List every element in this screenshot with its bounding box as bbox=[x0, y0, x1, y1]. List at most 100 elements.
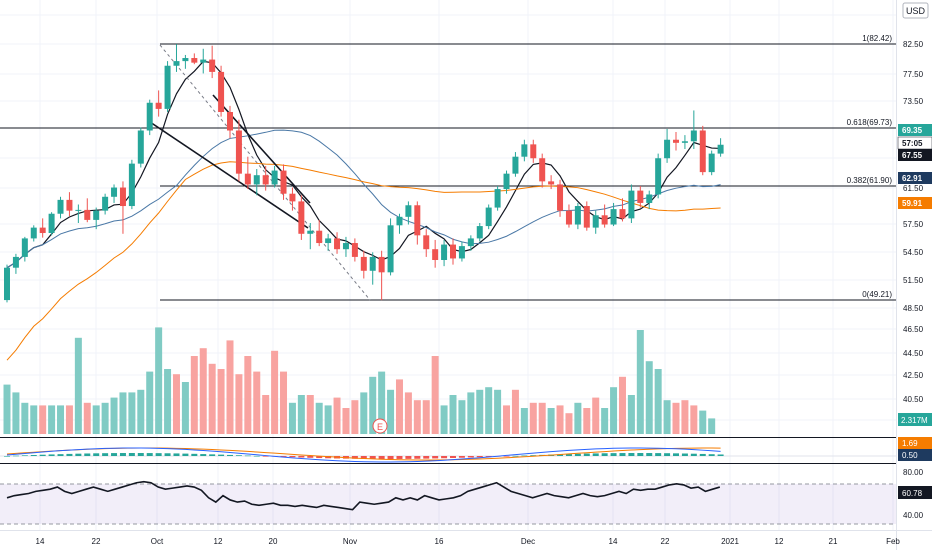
macd-histogram-bar bbox=[4, 456, 10, 457]
currency-button[interactable]: USD bbox=[902, 2, 929, 19]
macd-histogram-bar bbox=[574, 453, 581, 456]
candle-body bbox=[209, 59, 216, 72]
earnings-marker[interactable]: E bbox=[372, 418, 388, 434]
volume-bar bbox=[672, 402, 680, 434]
macd-histogram-bar bbox=[369, 456, 376, 459]
volume-bar bbox=[226, 340, 234, 434]
candle-body bbox=[84, 209, 91, 220]
trendline-upper[interactable] bbox=[212, 94, 311, 204]
macd-histogram-bar bbox=[289, 456, 296, 458]
grid bbox=[0, 0, 896, 530]
volume-bar bbox=[110, 397, 118, 434]
macd-badge-text: 1.69 bbox=[902, 439, 918, 448]
macd-histogram-bar bbox=[637, 453, 644, 456]
candle-body bbox=[21, 238, 28, 257]
candle-body bbox=[325, 238, 332, 244]
macd-histogram-bar bbox=[102, 453, 109, 456]
candle-body bbox=[182, 58, 189, 62]
fib-anchor-dashed[interactable] bbox=[159, 44, 371, 301]
macd-histogram-bar bbox=[119, 453, 126, 456]
candle-body bbox=[146, 102, 153, 131]
volume-bar bbox=[503, 405, 511, 434]
volume-bar bbox=[315, 402, 323, 434]
time-axis[interactable]: 14 22 Oct 12 20 Nov 16 Dec 14 22 2021 12 21 Feb bbox=[36, 537, 901, 546]
candle-body bbox=[628, 190, 635, 219]
macd-histogram-bar bbox=[530, 455, 537, 456]
trendline-lower[interactable] bbox=[149, 121, 309, 229]
volume-bar bbox=[601, 408, 609, 434]
ma-long-line bbox=[6, 161, 721, 361]
volume-bar bbox=[422, 400, 430, 434]
fib-level-label: 0(49.21) bbox=[862, 290, 892, 299]
candle-body bbox=[717, 144, 724, 154]
macd-histogram-bar bbox=[717, 454, 724, 456]
volume-bar bbox=[262, 395, 270, 434]
macd-histogram-bar bbox=[619, 453, 626, 456]
macd-pane[interactable] bbox=[0, 447, 896, 463]
volume-bar bbox=[12, 392, 20, 434]
volume-bar bbox=[583, 408, 591, 434]
candle-body bbox=[244, 173, 251, 185]
time-tick-label: 20 bbox=[269, 537, 278, 546]
candle-body bbox=[48, 213, 55, 234]
rsi-pane[interactable] bbox=[0, 480, 896, 525]
candle-body bbox=[423, 235, 430, 250]
macd-histogram-bar bbox=[39, 454, 46, 456]
volume-bar bbox=[21, 402, 29, 434]
price-badges: 69.35 57:05 67.55 62.91 59.91 2.317M 1.69 0.50 6… bbox=[897, 124, 932, 499]
fibonacci-retracement[interactable]: 1(82.42) 0.618(69.73) 0.382(61.90) 0(49.21) bbox=[0, 34, 896, 301]
volume-bar bbox=[449, 395, 457, 434]
volume-bar bbox=[74, 337, 82, 434]
candle-body bbox=[512, 156, 519, 174]
candle-body bbox=[458, 246, 465, 259]
macd-histogram-bar bbox=[673, 453, 679, 456]
candle-body bbox=[307, 230, 314, 234]
candle-body bbox=[164, 65, 171, 109]
volume-bar bbox=[636, 330, 644, 434]
volume-bar bbox=[39, 405, 47, 434]
volume-bar bbox=[288, 402, 296, 434]
candle-body bbox=[39, 227, 46, 234]
candle-body bbox=[235, 130, 242, 174]
volume-bar bbox=[280, 371, 288, 434]
macd-histogram-bar bbox=[414, 456, 421, 459]
candle-body bbox=[655, 158, 662, 195]
macd-histogram-bar bbox=[441, 456, 448, 459]
macd-histogram-bar bbox=[84, 453, 91, 456]
macd-histogram-bar bbox=[690, 453, 697, 456]
price-tick-label: 54.50 bbox=[903, 248, 924, 257]
macd-histogram-bar bbox=[75, 453, 82, 456]
candle-body bbox=[4, 267, 10, 301]
candle-body bbox=[450, 244, 456, 259]
macd-histogram-bar bbox=[57, 454, 64, 456]
candle-body bbox=[432, 249, 439, 260]
volume-bar bbox=[699, 410, 707, 434]
price-tick-label: 82.50 bbox=[903, 40, 924, 49]
volume-bar bbox=[556, 405, 564, 434]
volume-bar bbox=[369, 376, 377, 434]
macd-histogram-bar bbox=[111, 453, 118, 456]
macd-histogram-bar bbox=[592, 453, 599, 456]
price-tick-label: 77.50 bbox=[903, 70, 924, 79]
candle-body bbox=[574, 206, 581, 225]
price-pane[interactable]: 1(82.42) 0.618(69.73) 0.382(61.90) 0(49.21)… bbox=[0, 34, 896, 434]
candle-body bbox=[93, 210, 100, 220]
price-badge bbox=[898, 124, 932, 136]
macd-histogram-bar bbox=[21, 455, 28, 456]
candle-body bbox=[128, 163, 135, 207]
volume-bar bbox=[485, 387, 493, 434]
candle-body bbox=[681, 141, 688, 143]
macd-histogram-bar bbox=[227, 454, 233, 456]
price-tick-label: 73.50 bbox=[903, 97, 924, 106]
candle-body bbox=[485, 207, 492, 227]
macd-histogram-bar bbox=[512, 455, 519, 457]
candle-body bbox=[565, 210, 572, 225]
volume-bar bbox=[172, 374, 180, 434]
volume-bar bbox=[574, 402, 582, 434]
volume-bar bbox=[663, 400, 671, 434]
volume-bar bbox=[199, 348, 207, 434]
volume-bar bbox=[547, 408, 555, 434]
candle-body bbox=[530, 144, 537, 159]
